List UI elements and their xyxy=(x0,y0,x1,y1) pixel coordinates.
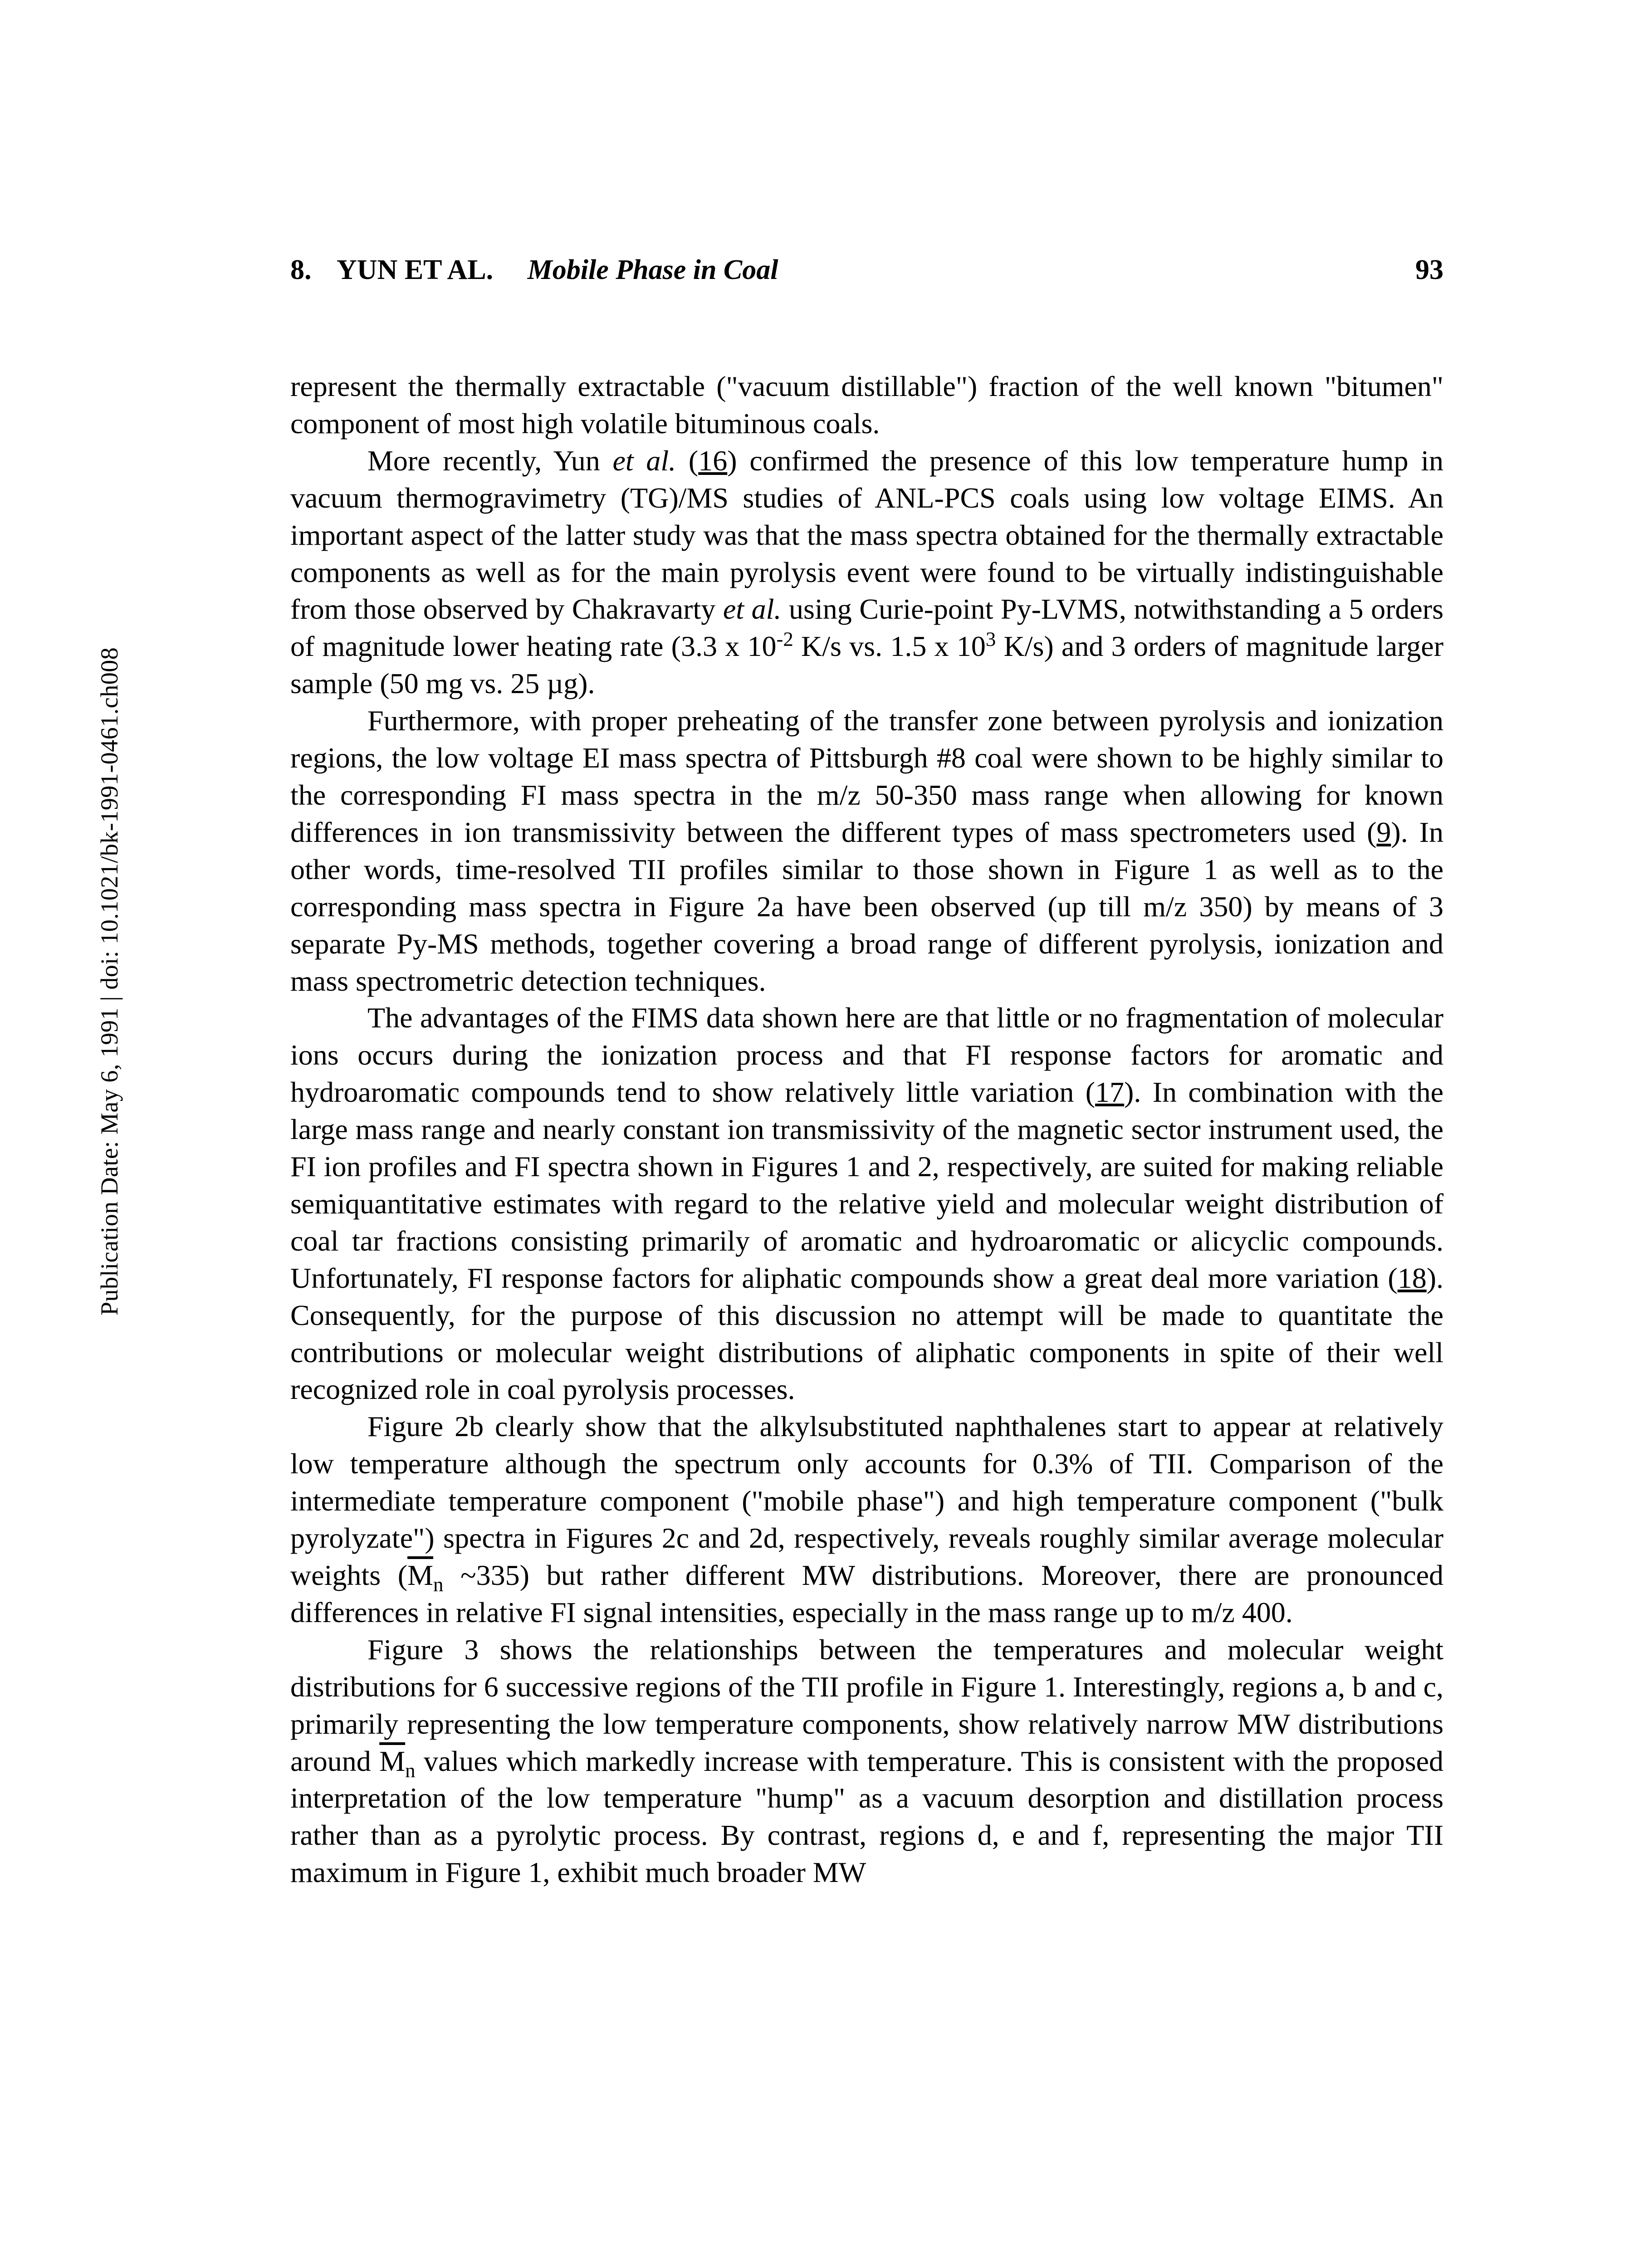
header-left: 8. YUN ET AL. Mobile Phase in Coal xyxy=(290,254,778,286)
text: ~335) but rather different MW distributi… xyxy=(290,1559,1443,1628)
text: ). In combination with the large mass ra… xyxy=(290,1076,1443,1294)
chapter-number: 8. xyxy=(290,254,312,285)
superscript: -2 xyxy=(776,628,793,650)
paragraph-5: Figure 2b clearly show that the alkylsub… xyxy=(290,1408,1443,1631)
paragraph-4: The advantages of the FIMS data shown he… xyxy=(290,999,1443,1408)
text: K/s vs. 1.5 x 10 xyxy=(793,630,986,662)
citation-ref: 17 xyxy=(1095,1076,1124,1108)
page-number: 93 xyxy=(1415,254,1443,286)
body-text: represent the thermally extractable ("va… xyxy=(290,368,1443,1891)
italic-text: et al. xyxy=(612,445,676,477)
overline-symbol: M xyxy=(407,1559,433,1591)
subscript: n xyxy=(405,1759,415,1781)
text: values which markedly increase with temp… xyxy=(290,1745,1443,1889)
paragraph-6: Figure 3 shows the relationships between… xyxy=(290,1631,1443,1891)
text: More recently, Yun xyxy=(367,445,612,477)
citation-ref: 9 xyxy=(1376,816,1391,848)
page: Publication Date: May 6, 1991 | doi: 10.… xyxy=(0,0,1634,2268)
overline-symbol: M xyxy=(379,1745,405,1777)
paragraph-1: represent the thermally extractable ("va… xyxy=(290,368,1443,442)
text: ( xyxy=(676,445,698,477)
citation-ref: 18 xyxy=(1398,1262,1427,1294)
header-title: Mobile Phase in Coal xyxy=(528,254,778,285)
paragraph-3: Furthermore, with proper preheating of t… xyxy=(290,702,1443,999)
text: Furthermore, with proper preheating of t… xyxy=(290,704,1443,848)
citation-ref: 16 xyxy=(698,445,727,477)
italic-text: et al. xyxy=(723,593,782,625)
running-header: 8. YUN ET AL. Mobile Phase in Coal 93 xyxy=(290,254,1443,286)
paragraph-2: More recently, Yun et al. (16) confirmed… xyxy=(290,442,1443,702)
header-authors: YUN ET AL. xyxy=(337,254,493,285)
publication-sidebar: Publication Date: May 6, 1991 | doi: 10.… xyxy=(95,647,123,1315)
superscript: 3 xyxy=(986,628,996,650)
subscript: n xyxy=(433,1573,443,1596)
